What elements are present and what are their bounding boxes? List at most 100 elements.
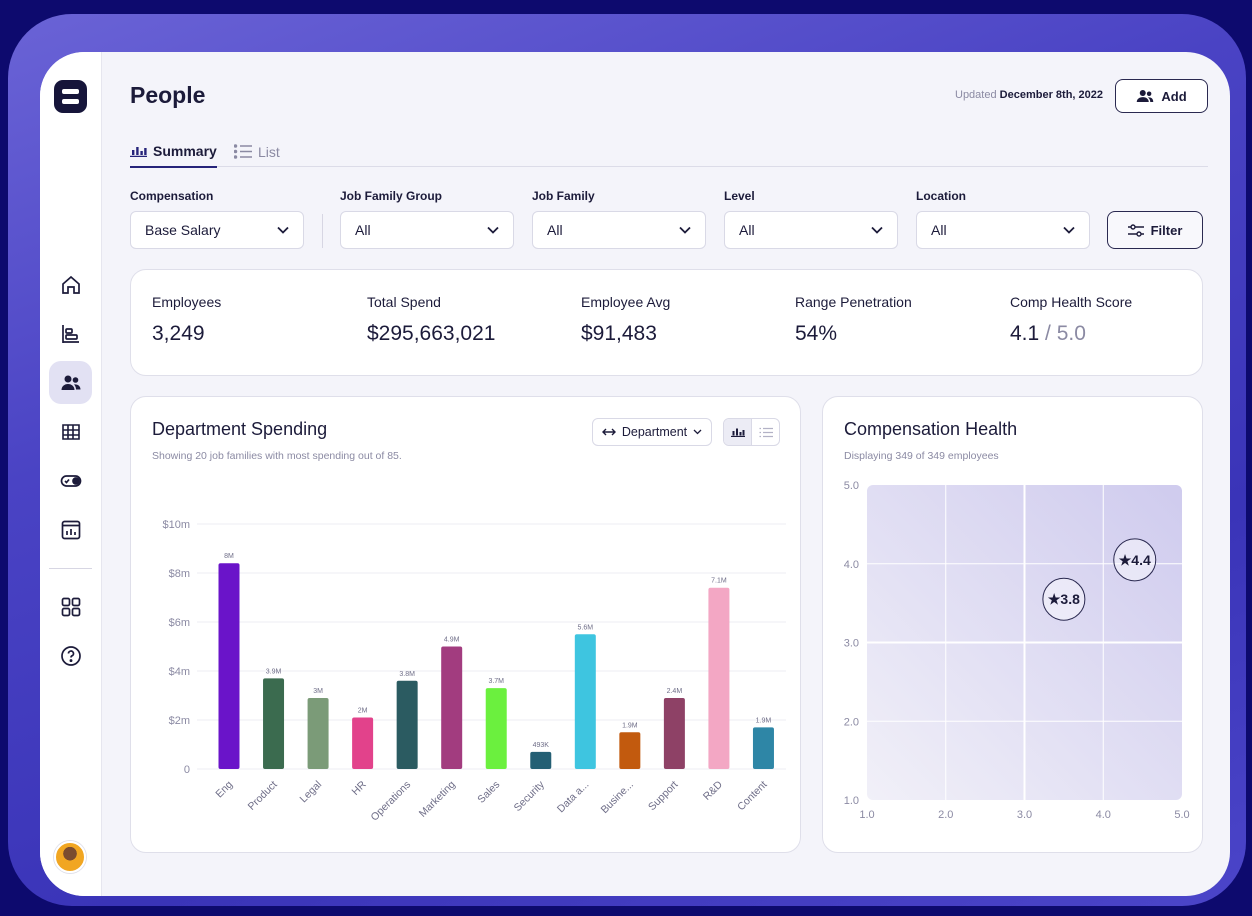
avatar[interactable] — [54, 841, 86, 873]
tab-list[interactable]: List — [234, 136, 280, 167]
x-tick-label: Marketing — [417, 779, 458, 820]
bar-data-label: 8M — [224, 553, 234, 560]
main-content: People Updated December 8th, 2022 Add Su… — [102, 52, 1230, 896]
tab-list-label: List — [258, 143, 280, 160]
table-icon[interactable] — [49, 410, 92, 453]
compensation-label: Compensation — [130, 189, 214, 203]
users-icon[interactable] — [49, 361, 92, 404]
y-tick-label: 4.0 — [844, 559, 859, 571]
updated-prefix: Updated — [955, 89, 997, 101]
stats-panel: Employees 3,249 Total Spend $295,663,021… — [130, 269, 1203, 376]
app-logo[interactable] — [54, 80, 87, 113]
add-button[interactable]: Add — [1115, 79, 1208, 113]
card-subtitle: Displaying 349 of 349 employees — [844, 450, 999, 462]
stat-value: $295,663,021 — [367, 322, 496, 345]
bar — [708, 587, 730, 769]
bar — [574, 634, 596, 769]
grid-icon[interactable] — [49, 585, 92, 628]
x-tick-label: 1.0 — [859, 809, 874, 821]
score-max: / 5.0 — [1045, 322, 1086, 345]
tab-bar: Summary List — [130, 136, 1208, 168]
bar — [307, 697, 329, 769]
job-family-group-value: All — [355, 222, 371, 238]
stat-comp-health-score: Comp Health Score 4.1 / 5.0 — [1010, 294, 1132, 346]
chart-bar-horizontal-icon[interactable] — [49, 312, 92, 355]
bar-data-label: 3.9M — [266, 668, 282, 675]
job-family-select[interactable]: All — [532, 211, 706, 249]
job-family-group-select[interactable]: All — [340, 211, 514, 249]
x-tick-label: 2.0 — [938, 809, 953, 821]
add-button-label: Add — [1161, 88, 1187, 104]
bar-data-label: 1.9M — [622, 722, 638, 729]
stat-label: Range Penetration — [795, 294, 912, 310]
stat-range-penetration: Range Penetration 54% — [795, 294, 912, 346]
bar — [619, 732, 641, 769]
filter-button-label: Filter — [1150, 222, 1183, 238]
stat-value: 54% — [795, 322, 838, 345]
y-tick-label: 1.0 — [844, 795, 859, 807]
x-tick-label: Support — [646, 779, 681, 814]
bar — [530, 751, 552, 769]
bar-data-label: 2M — [358, 708, 368, 715]
score-label: ★4.4 — [1119, 552, 1151, 568]
list-icon — [759, 427, 773, 437]
report-icon[interactable] — [49, 508, 92, 551]
x-tick-label: Data a... — [555, 779, 592, 816]
home-icon[interactable] — [49, 263, 92, 306]
compensation-health-scatter: 1.0 2.0 3.0 4.0 5.0 1.0 2.0 3.0 4.0 5.0 ★3.8 ★4.4 — [844, 480, 1190, 821]
x-tick-label: Content — [735, 779, 770, 814]
compensation-value: Base Salary — [145, 222, 221, 238]
stat-label: Comp Health Score — [1010, 294, 1133, 310]
y-tick-label: $6m — [169, 617, 190, 629]
location-select[interactable]: All — [916, 211, 1090, 249]
bar-data-label: 3.7M — [488, 678, 504, 685]
job-family-group-label: Job Family Group — [340, 189, 443, 203]
tab-summary[interactable]: Summary — [130, 136, 217, 168]
x-tick-label: HR — [350, 778, 370, 798]
bar — [663, 697, 685, 769]
stat-label: Employees — [152, 294, 222, 310]
card-subtitle: Showing 20 job families with most spendi… — [152, 450, 402, 462]
help-icon[interactable] — [49, 634, 92, 677]
updated-timestamp: Updated December 8th, 2022 — [955, 89, 1103, 101]
stat-employee-avg: Employee Avg $91,483 — [581, 294, 670, 346]
bar — [441, 646, 463, 769]
bar-data-label: 493K — [533, 742, 550, 749]
compensation-select[interactable]: Base Salary — [130, 211, 304, 249]
y-tick-label: 3.0 — [844, 638, 859, 650]
y-tick-label: $4m — [169, 666, 190, 678]
department-spending-card: Department Spending Showing 20 job famil… — [130, 396, 801, 853]
page-title: People — [130, 82, 206, 108]
score-value: 4.1 — [1010, 322, 1040, 345]
toggle-icon[interactable] — [49, 459, 92, 502]
chevron-down-icon — [679, 226, 691, 234]
level-select[interactable]: All — [724, 211, 898, 249]
bar-data-label: 4.9M — [444, 637, 460, 644]
score-label: ★3.8 — [1048, 591, 1080, 607]
group-by-select[interactable]: Department — [592, 418, 712, 446]
filter-button[interactable]: Filter — [1107, 211, 1203, 249]
bar-view-button[interactable] — [724, 419, 752, 445]
bar-data-label: 3M — [313, 688, 323, 695]
add-user-icon — [1137, 90, 1154, 102]
list-view-button[interactable] — [752, 419, 779, 445]
stat-total-spend: Total Spend $295,663,021 — [367, 294, 495, 346]
x-tick-label: Legal — [298, 779, 325, 806]
x-tick-label: 5.0 — [1174, 809, 1189, 821]
chevron-down-icon — [693, 429, 702, 435]
sidebar — [40, 52, 102, 896]
chevron-down-icon — [487, 226, 499, 234]
y-tick-label: 5.0 — [844, 480, 859, 492]
bar-data-label: 7.1M — [711, 578, 727, 585]
group-by-value: Department — [621, 425, 688, 439]
bar-data-label: 3.8M — [399, 671, 415, 678]
chevron-down-icon — [1063, 226, 1075, 234]
chevron-down-icon — [277, 226, 289, 234]
bar — [485, 688, 507, 769]
app-window: People Updated December 8th, 2022 Add Su… — [40, 52, 1230, 896]
bar-chart-icon — [130, 147, 147, 157]
department-bar-chart: 0 $2m $4m $6m $8m $10m 8M Eng 3.9M Product 3M Legal… — [162, 519, 786, 823]
job-family-value: All — [547, 222, 563, 238]
x-tick-label: Eng — [213, 779, 235, 801]
bar-data-label: 5.6M — [578, 624, 594, 631]
